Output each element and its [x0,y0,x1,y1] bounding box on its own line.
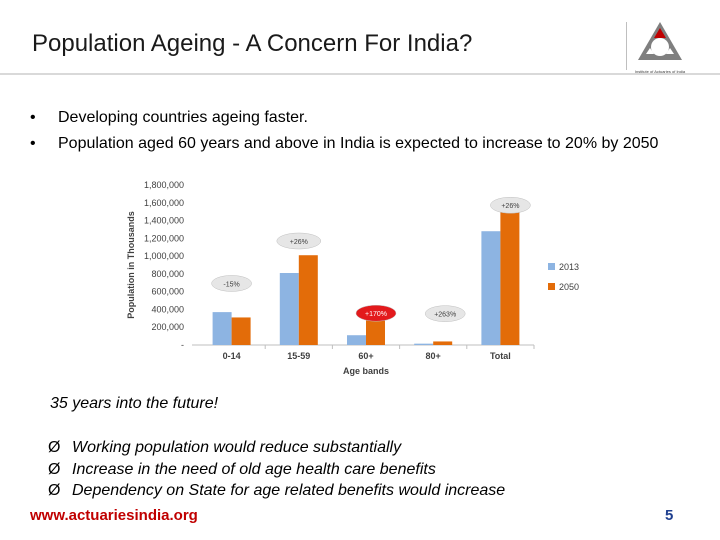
bullet-item: • Developing countries ageing faster. [30,107,690,129]
x-tick-label: 60+ [358,351,373,361]
arrow-item: Ø Dependency on State for age related ben… [48,480,505,502]
bullet-marker: • [30,109,36,126]
callout-bubble [276,232,322,250]
arrow-bullet-icon: Ø [48,439,61,456]
bar-2013-0-14 [212,312,232,345]
callout-bubble [490,196,531,214]
bar-2050-60+ [366,319,385,345]
y-tick-label: 1,400,000 [144,216,184,226]
population-bar-chart: - 200,000 400,000 600,000 800,000 1,000,000 1,… [126,180,579,376]
bar-2013-15-59 [279,273,299,345]
x-tick-label: Total [490,351,511,361]
arrow-bullet-icon: Ø [48,460,61,478]
y-tick-label: 1,000,000 [144,251,184,261]
bar-2050-80+ [433,341,453,345]
y-axis-label: Population in Thousands [126,211,136,319]
x-axis-label: Age bands [343,366,389,376]
bar-2050-0-14 [231,317,251,345]
y-tick-label: - [181,340,184,350]
bullet-list: • Developing countries ageing faster. • … [30,107,690,159]
callout-label: +26% [501,203,519,210]
arrow-item: Ø Increase in the need of old age health … [48,459,505,481]
callout-label: +170% [365,311,387,318]
institute-logo: Institute of Actuaries of India [635,22,686,74]
callout-label: -15% [223,281,239,288]
slide-title: Population Ageing - A Concern For India? [32,30,473,57]
y-tick-label: 1,200,000 [144,233,184,243]
legend-swatch-2013 [548,263,555,270]
logo-circle-icon [651,38,669,56]
bar-2013-80+ [414,343,434,345]
arrow-text: Dependency on State for age related bene… [72,482,506,499]
y-tick-label: 1,800,000 [144,180,184,190]
future-note: 35 years into the future! [50,395,219,412]
callout-bubble [355,304,397,322]
bar-2013-Total [481,231,501,345]
arrow-text: Working population would reduce substant… [72,439,402,456]
callout-label: +263% [434,312,456,319]
page-number: 5 [665,507,674,524]
arrow-bullet-icon: Ø [48,482,61,499]
arrow-text: Increase in the need of old age health c… [72,460,436,478]
bullet-marker: • [30,135,36,152]
logo-divider [626,22,627,70]
bullet-text: Population aged 60 years and above in In… [58,135,659,152]
title-divider [0,73,720,75]
callout-label: +26% [290,239,308,246]
y-tick-label: 200,000 [151,322,184,332]
footer-url-link[interactable]: www.actuariesindia.org [30,507,198,524]
logo-caption: Institute of Actuaries of India [635,69,686,74]
bar-2013-60+ [347,335,366,345]
legend-label-2050: 2050 [559,282,579,292]
y-tick-label: 800,000 [151,269,184,279]
legend-swatch-2050 [548,283,555,290]
logo-peak-icon [654,28,666,38]
y-tick-label: 1,600,000 [144,198,184,208]
callout-bubble [211,275,252,292]
y-tick-label: 600,000 [151,287,184,297]
y-tick-label: 400,000 [151,304,184,314]
bar-2050-15-59 [298,255,318,345]
arrow-list: Ø Working population would reduce substan… [48,437,505,502]
bullet-item: • Population aged 60 years and above in … [30,133,690,155]
arrow-item: Ø Working population would reduce substan… [48,437,505,459]
x-tick-label: 80+ [426,351,441,361]
bar-2050-Total [500,201,520,345]
bullet-text: Developing countries ageing faster. [58,109,308,126]
legend-label-2013: 2013 [559,262,579,272]
x-tick-label: 0-14 [223,351,241,361]
x-tick-label: 15-59 [287,351,310,361]
callout-bubble [424,305,466,322]
